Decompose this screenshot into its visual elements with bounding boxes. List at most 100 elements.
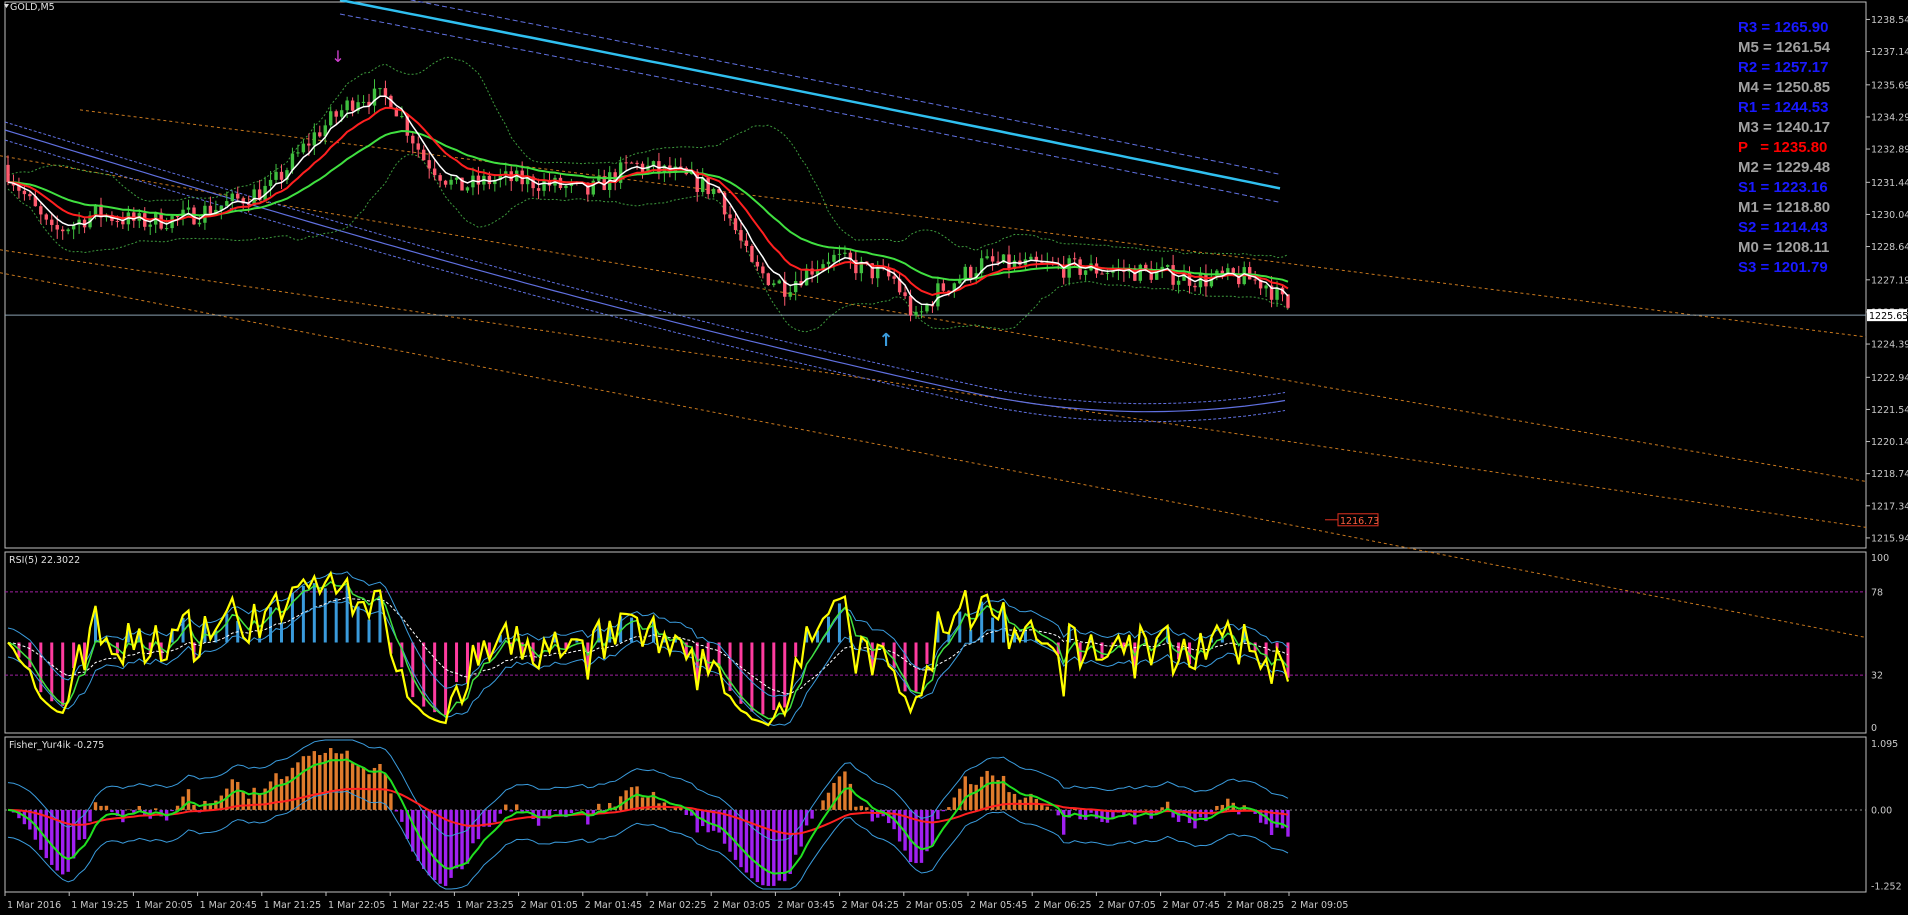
rsi-histogram-bar <box>400 642 404 668</box>
fisher-histogram-bar <box>1089 809 1093 813</box>
candle <box>487 175 492 185</box>
candle <box>547 180 552 186</box>
price-axis-label: 1222.94 <box>1871 373 1908 384</box>
fisher-histogram-bar <box>1056 809 1060 816</box>
candle <box>148 224 152 227</box>
fisher-histogram-bar <box>268 781 273 810</box>
fisher-histogram-bar <box>1083 809 1088 820</box>
fisher-histogram-bar <box>61 809 65 875</box>
fisher-axis-label: 1.095 <box>1871 739 1898 750</box>
candle <box>854 259 858 274</box>
fisher-histogram-bar <box>761 809 765 886</box>
price-axis-label: 1228.64 <box>1871 242 1908 253</box>
rsi-histogram-bar <box>969 629 973 643</box>
fisher-histogram-bar <box>170 809 174 812</box>
time-axis-label: 1 Mar 2016 <box>7 900 61 911</box>
candle <box>367 101 371 106</box>
mid-ema <box>7 106 1289 297</box>
pivot-level-r1: R1 = 1244.53 <box>1738 99 1829 116</box>
candle <box>974 273 978 279</box>
fisher-histogram-bar <box>296 762 300 810</box>
fisher-histogram-bar <box>476 809 481 840</box>
price-axis-label: 1232.89 <box>1871 145 1908 156</box>
rsi-histogram-bar <box>1177 642 1181 660</box>
pivot-level-p: P = 1235.80 <box>1738 139 1828 156</box>
rsi-histogram-bar <box>422 642 426 707</box>
fisher-histogram-bar <box>810 809 814 819</box>
fisher-histogram-bar <box>1204 809 1208 822</box>
candle <box>1209 276 1214 287</box>
fisher-histogram-bar <box>1171 809 1175 818</box>
pivot-level-s3: S3 = 1201.79 <box>1738 259 1828 276</box>
fisher-histogram-bar <box>383 774 388 810</box>
rsi-histogram-bar <box>837 603 841 643</box>
rsi-histogram-bar <box>892 642 896 669</box>
candle <box>422 149 426 161</box>
candle <box>465 187 470 191</box>
candle <box>914 311 918 316</box>
fisher-histogram-bar <box>525 809 530 812</box>
fisher-histogram-bar <box>241 791 245 810</box>
time-axis-label: 1 Mar 19:25 <box>71 900 128 911</box>
candle <box>1149 268 1153 280</box>
fisher-histogram-bar <box>783 809 787 882</box>
rsi-histogram-bar <box>881 642 885 647</box>
fisher-histogram-bar <box>1215 805 1219 810</box>
candle <box>750 245 754 262</box>
rsi-histogram-bar <box>1264 642 1268 658</box>
fisher-histogram-bar <box>930 809 935 846</box>
candle <box>897 278 902 293</box>
fisher-histogram-bar <box>301 756 306 810</box>
fisher-histogram-bar <box>569 809 574 813</box>
fisher-histogram-bar <box>832 782 836 810</box>
fisher-histogram-bar <box>1072 808 1077 810</box>
rsi-histogram-bar <box>203 618 207 643</box>
rsi-histogram-bar <box>925 642 929 664</box>
price-axis-label: 1218.74 <box>1871 469 1908 480</box>
fisher-histogram-bar <box>1220 804 1225 810</box>
rsi-histogram-bar <box>137 629 141 643</box>
candle <box>285 170 289 180</box>
fisher-histogram-bar <box>575 809 579 811</box>
candle <box>378 88 382 90</box>
fisher-histogram-bar <box>88 809 92 822</box>
price-label-low: 1216.73 <box>1340 516 1379 527</box>
fisher-histogram-bar <box>908 809 913 862</box>
candle <box>744 240 749 246</box>
fisher-histogram-bar <box>1280 809 1285 829</box>
candle <box>1072 258 1077 260</box>
fisher-histogram-bar <box>547 809 552 819</box>
rsi-histogram-bar <box>50 642 54 702</box>
fisher-histogram-bar <box>115 809 120 816</box>
fisher-histogram-bar <box>1067 809 1071 818</box>
rsi-histogram-bar <box>1286 642 1290 678</box>
chevron-down-icon <box>4 4 9 8</box>
fisher-histogram-bar <box>400 809 404 822</box>
pivot-level-s1: S1 = 1223.16 <box>1738 179 1828 196</box>
time-axis-label: 2 Mar 07:45 <box>1163 900 1220 911</box>
fisher-histogram-bar <box>755 809 760 883</box>
fisher-histogram-bar <box>509 809 513 812</box>
pivot-level-r3: R3 = 1265.90 <box>1738 19 1829 36</box>
candle <box>175 216 180 218</box>
rsi-histogram-bar <box>761 642 765 715</box>
price-axis-label: 1221.54 <box>1871 405 1908 416</box>
fisher-histogram-bar <box>1122 809 1126 816</box>
fisher-histogram-bar <box>914 809 918 864</box>
rsi-line <box>7 570 1290 727</box>
candle <box>777 280 781 284</box>
fisher-histogram-bar <box>44 809 48 859</box>
candle <box>230 193 234 202</box>
candle <box>908 296 913 316</box>
rsi-histogram-bar <box>378 595 382 643</box>
rsi-histogram-bar <box>903 642 907 692</box>
fisher-histogram-bar <box>837 776 842 810</box>
candle <box>279 171 284 180</box>
fisher-histogram-bar <box>236 781 240 810</box>
rsi-panel-frame <box>4 551 1867 734</box>
candle <box>1198 274 1203 288</box>
rsi-histogram-bar <box>553 632 557 643</box>
candle <box>706 177 710 195</box>
rsi-histogram-bar <box>531 642 535 662</box>
